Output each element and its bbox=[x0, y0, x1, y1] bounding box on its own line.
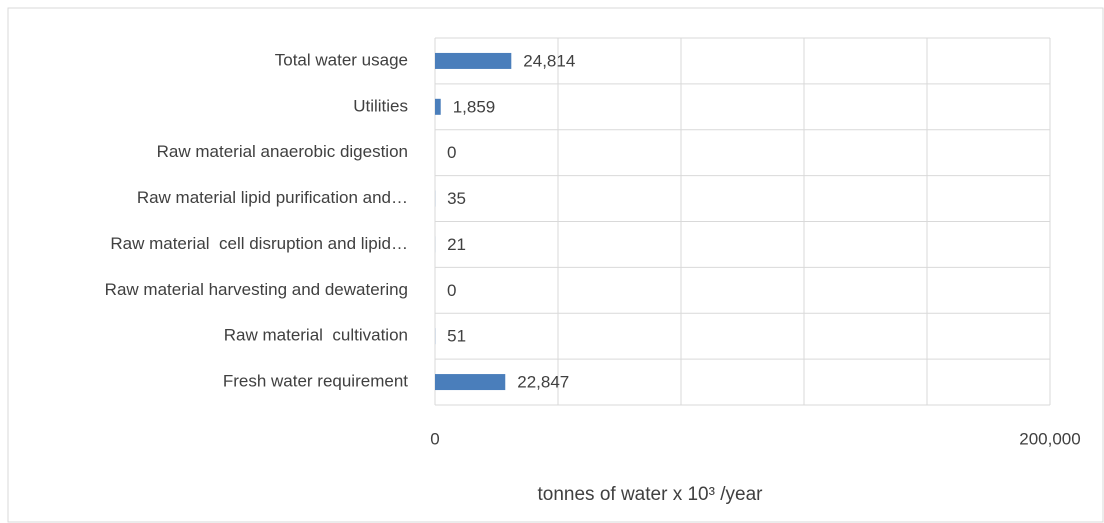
value-label: 1,859 bbox=[453, 97, 496, 116]
y-tick-label: Total water usage bbox=[275, 50, 408, 69]
y-tick-label: Utilities bbox=[353, 96, 408, 115]
value-label: 51 bbox=[447, 327, 466, 346]
x-axis-title: tonnes of water x 10³ /year bbox=[538, 484, 764, 505]
value-label: 35 bbox=[447, 189, 466, 208]
y-tick-label: Raw material anaerobic digestion bbox=[157, 142, 408, 161]
y-tick-label: Raw material cell disruption and lipid… bbox=[110, 234, 408, 253]
y-tick-label: Fresh water requirement bbox=[223, 372, 408, 391]
bar bbox=[435, 98, 441, 115]
x-tick-label: 0 bbox=[430, 429, 439, 448]
value-label: 22,847 bbox=[517, 373, 569, 392]
x-tick-label: 200,000 bbox=[1019, 429, 1080, 448]
y-tick-label: Raw material lipid purification and… bbox=[137, 188, 408, 207]
value-label: 0 bbox=[447, 143, 456, 162]
bar bbox=[435, 52, 512, 69]
bar bbox=[435, 374, 506, 391]
y-tick-label: Raw material cultivation bbox=[224, 326, 408, 345]
y-tick-label: Raw material harvesting and dewatering bbox=[105, 280, 408, 299]
value-label: 0 bbox=[447, 281, 456, 300]
value-label: 24,814 bbox=[523, 51, 575, 70]
value-label: 21 bbox=[447, 235, 466, 254]
chart-border bbox=[7, 7, 1104, 523]
